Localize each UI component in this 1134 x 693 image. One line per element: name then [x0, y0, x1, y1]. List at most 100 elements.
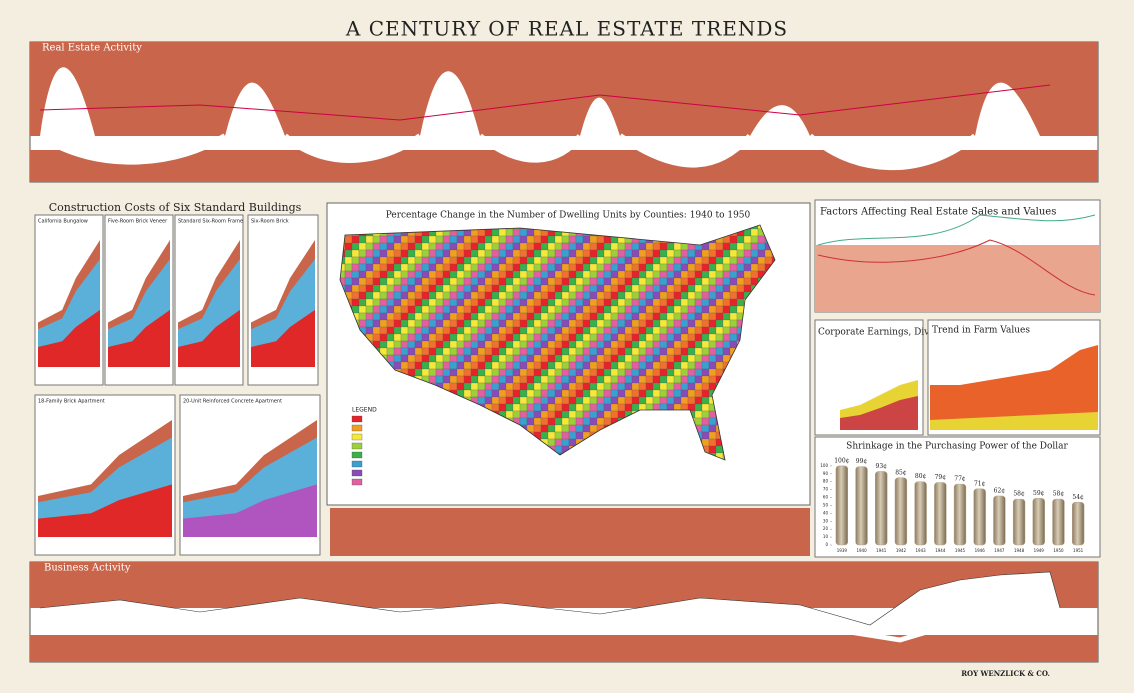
map-cell	[505, 347, 514, 356]
map-cell	[687, 361, 696, 370]
map-cell	[729, 298, 738, 307]
map-cell	[344, 242, 353, 251]
map-cell	[407, 298, 416, 307]
map-cell	[638, 340, 647, 349]
map-cell	[421, 340, 430, 349]
map-cell	[694, 305, 703, 314]
map-cell	[498, 382, 507, 391]
y-tick-label: 90	[823, 471, 829, 476]
map-cell	[470, 354, 479, 363]
map-cell	[582, 305, 591, 314]
map-cell	[428, 375, 437, 384]
map-cell	[505, 305, 514, 314]
map-cell	[666, 354, 675, 363]
map-cell	[694, 277, 703, 286]
map-cell	[540, 361, 549, 370]
map-cell	[715, 277, 724, 286]
map-cell	[638, 256, 647, 265]
map-cell	[596, 270, 605, 279]
real-estate-panel: Real Estate Activity	[29, 41, 1099, 183]
map-cell	[505, 312, 514, 321]
map-cell	[575, 249, 584, 258]
map-cell	[694, 326, 703, 335]
map-cell	[638, 270, 647, 279]
map-cell	[750, 270, 759, 279]
map-cell	[666, 270, 675, 279]
map-cell	[547, 333, 556, 342]
map-cell	[554, 354, 563, 363]
map-cell	[365, 277, 374, 286]
map-cell	[575, 326, 584, 335]
map-cell	[757, 256, 766, 265]
value-label: 58¢	[1053, 491, 1065, 498]
map-cell	[666, 347, 675, 356]
map-cell	[659, 319, 668, 328]
map-cell	[638, 333, 647, 342]
map-cell	[645, 361, 654, 370]
map-cell	[547, 305, 556, 314]
map-cell	[512, 305, 521, 314]
map-cell	[568, 256, 577, 265]
map-cell	[673, 333, 682, 342]
map-cell	[393, 347, 402, 356]
map-cell	[554, 438, 563, 447]
map-cell	[652, 368, 661, 377]
map-cell	[617, 354, 626, 363]
map-cell	[680, 270, 689, 279]
map-cell	[365, 298, 374, 307]
map-cell	[428, 326, 437, 335]
bar	[1052, 498, 1065, 546]
map-cell	[463, 382, 472, 391]
map-cell	[743, 256, 752, 265]
map-cell	[568, 382, 577, 391]
map-cell	[631, 354, 640, 363]
map-cell	[477, 228, 486, 237]
map-cell	[512, 396, 521, 405]
map-cell	[414, 305, 423, 314]
map-cell	[456, 305, 465, 314]
map-cell	[582, 249, 591, 258]
map-cell	[708, 263, 717, 272]
map-cell	[624, 305, 633, 314]
map-cell	[631, 291, 640, 300]
map-cell	[722, 291, 731, 300]
map-cell	[561, 319, 570, 328]
map-cell	[477, 277, 486, 286]
map-cell	[680, 312, 689, 321]
bar	[934, 482, 947, 546]
map-cell	[393, 361, 402, 370]
map-cell	[407, 242, 416, 251]
map-cell	[652, 298, 661, 307]
map-cell	[351, 235, 360, 244]
business-panel: Business Activity	[29, 561, 1099, 663]
map-cell	[631, 347, 640, 356]
map-cell	[498, 368, 507, 377]
map-cell	[680, 389, 689, 398]
map-cell	[477, 361, 486, 370]
map-cell	[407, 291, 416, 300]
map-cell	[519, 396, 528, 405]
map-cell	[477, 291, 486, 300]
map-cell	[547, 354, 556, 363]
map-cell	[463, 361, 472, 370]
map-cell	[645, 326, 654, 335]
map-cell	[673, 382, 682, 391]
map-cell	[491, 354, 500, 363]
map-cell	[372, 277, 381, 286]
map-cell	[533, 403, 542, 412]
map-cell	[533, 410, 542, 419]
map-cell	[575, 256, 584, 265]
map-cell	[680, 333, 689, 342]
area	[178, 309, 240, 367]
map-cell	[379, 242, 388, 251]
map-cell	[498, 389, 507, 398]
map-cell	[428, 298, 437, 307]
value-label: 100¢	[834, 457, 849, 464]
map-cell	[694, 312, 703, 321]
map-cell	[498, 403, 507, 412]
map-cell	[694, 298, 703, 307]
map-cell	[442, 256, 451, 265]
map-cell	[435, 291, 444, 300]
map-cell	[491, 368, 500, 377]
map-cell	[673, 347, 682, 356]
